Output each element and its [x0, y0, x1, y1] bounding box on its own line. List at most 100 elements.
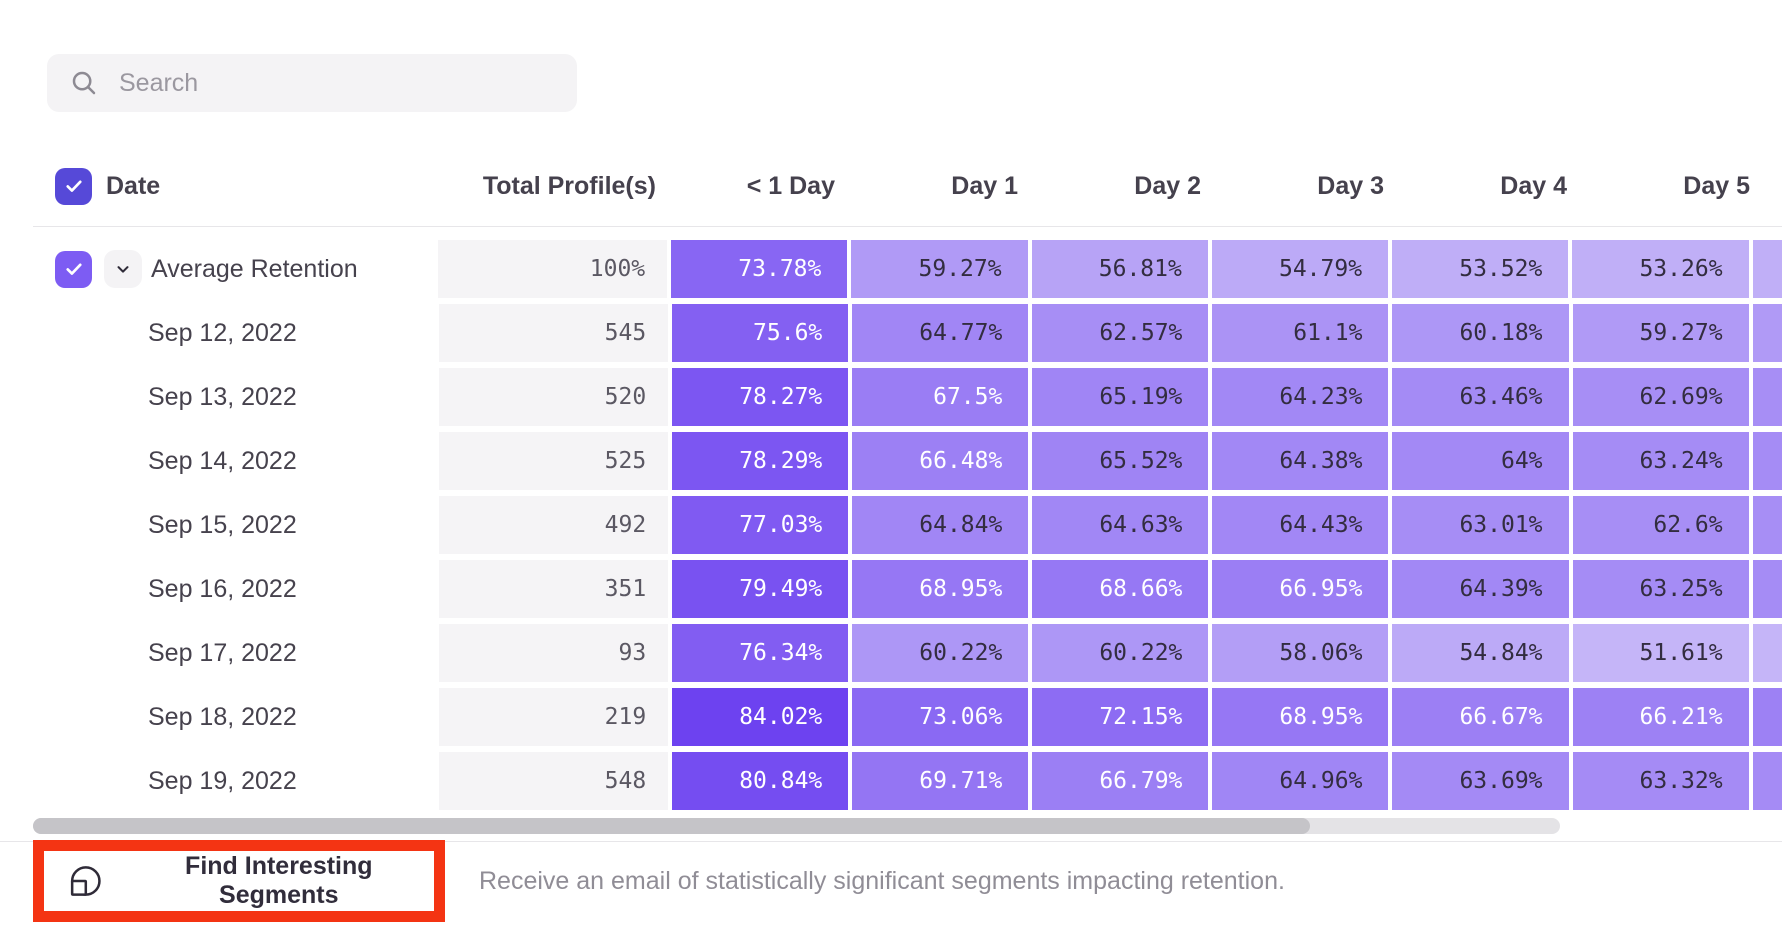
retention-cell[interactable]: 60.22% [852, 624, 1029, 682]
column-header-day: < 1 Day [746, 171, 835, 200]
day6-partial-cell [1752, 432, 1782, 490]
date-cell: Sep 19, 2022 [33, 752, 439, 810]
retention-cell[interactable]: 64% [1392, 432, 1569, 490]
retention-cell[interactable]: 67.5% [852, 368, 1029, 426]
row-label: Sep 12, 2022 [148, 318, 297, 347]
row-label: Sep 17, 2022 [148, 638, 297, 667]
table-row: Sep 17, 2022 93 76.34% 60.22% 60.22% 58.06% 54… [33, 624, 1782, 682]
retention-cell[interactable]: 63.25% [1572, 560, 1749, 618]
date-cell: Sep 13, 2022 [33, 368, 439, 426]
retention-cell[interactable]: 84.02% [672, 688, 849, 746]
search-icon [72, 71, 96, 95]
retention-cell[interactable]: 68.95% [852, 560, 1029, 618]
table-row: Sep 18, 2022 219 84.02% 73.06% 72.15% 68.95% 6… [33, 688, 1782, 746]
retention-cell[interactable]: 56.81% [1031, 240, 1208, 298]
retention-cell[interactable]: 66.21% [1572, 688, 1749, 746]
retention-cell[interactable]: 77.03% [672, 496, 849, 554]
retention-cell[interactable]: 64.43% [1212, 496, 1389, 554]
search-input[interactable] [117, 67, 555, 99]
column-header-day: Day 5 [1683, 171, 1750, 200]
retention-cell[interactable]: 54.79% [1211, 240, 1389, 298]
total-profiles-cell: 545 [439, 304, 669, 362]
total-profiles-cell: 520 [439, 368, 669, 426]
retention-cell[interactable]: 53.52% [1392, 240, 1569, 298]
retention-cell[interactable]: 64.39% [1392, 560, 1569, 618]
retention-cell[interactable]: 66.67% [1392, 688, 1569, 746]
total-profiles-cell: 219 [439, 688, 669, 746]
row-label: Sep 15, 2022 [148, 510, 297, 539]
retention-cell[interactable]: 63.01% [1392, 496, 1569, 554]
retention-cell[interactable]: 63.32% [1572, 752, 1749, 810]
expand-toggle-button[interactable] [104, 250, 142, 288]
retention-cell[interactable]: 63.46% [1392, 368, 1569, 426]
retention-cell[interactable]: 78.27% [672, 368, 849, 426]
retention-cell[interactable]: 78.29% [672, 432, 849, 490]
retention-cell[interactable]: 69.71% [852, 752, 1029, 810]
retention-cell[interactable]: 66.95% [1212, 560, 1389, 618]
footer-description: Receive an email of statistically signif… [479, 866, 1285, 895]
retention-cell[interactable]: 62.6% [1572, 496, 1749, 554]
retention-cell[interactable]: 66.79% [1032, 752, 1209, 810]
retention-cell[interactable]: 63.24% [1572, 432, 1749, 490]
day6-partial-cell [1752, 688, 1782, 746]
date-cell: Sep 18, 2022 [33, 688, 439, 746]
retention-cell[interactable]: 76.34% [672, 624, 849, 682]
day6-partial-cell [1752, 368, 1782, 426]
footer-divider [0, 841, 1782, 842]
column-header-day: Day 1 [951, 171, 1018, 200]
retention-cell[interactable]: 64.63% [1032, 496, 1209, 554]
retention-cell[interactable]: 54.84% [1392, 624, 1569, 682]
retention-cell[interactable]: 65.19% [1032, 368, 1209, 426]
retention-cell[interactable]: 73.78% [671, 240, 848, 298]
retention-cell[interactable]: 64.77% [852, 304, 1029, 362]
day6-partial-cell [1752, 752, 1782, 810]
search-bar [47, 54, 577, 112]
total-profiles-cell: 351 [439, 560, 669, 618]
retention-cell[interactable]: 61.1% [1212, 304, 1389, 362]
select-all-checkbox[interactable] [55, 167, 92, 205]
average-row-checkbox[interactable] [55, 250, 92, 288]
retention-cell[interactable]: 60.22% [1032, 624, 1209, 682]
find-interesting-segments-button[interactable]: Find Interesting Segments [68, 852, 434, 910]
retention-cell[interactable]: 79.49% [672, 560, 849, 618]
retention-cell[interactable]: 64.84% [852, 496, 1029, 554]
table-row: Sep 19, 2022 548 80.84% 69.71% 66.79% 64.96% 6… [33, 752, 1782, 810]
retention-cell[interactable]: 58.06% [1212, 624, 1389, 682]
check-icon [65, 180, 82, 192]
retention-cell[interactable]: 64.96% [1212, 752, 1389, 810]
retention-cell[interactable]: 68.95% [1212, 688, 1389, 746]
retention-cell[interactable]: 62.57% [1032, 304, 1209, 362]
retention-cell[interactable]: 64.38% [1212, 432, 1389, 490]
retention-cell[interactable]: 53.26% [1572, 240, 1749, 298]
retention-cell[interactable]: 73.06% [852, 688, 1029, 746]
table-row: Sep 16, 2022 351 79.49% 68.95% 68.66% 66.95% 6… [33, 560, 1782, 618]
find-interesting-segments-label: Find Interesting Segments [185, 852, 373, 909]
retention-cell[interactable]: 64.23% [1212, 368, 1389, 426]
check-icon [65, 263, 82, 275]
average-retention-row: Average Retention 100% 73.78% 59.27% 56.81% 5… [33, 240, 1782, 298]
retention-cell[interactable]: 66.48% [852, 432, 1029, 490]
date-cell: Sep 14, 2022 [33, 432, 439, 490]
retention-cell[interactable]: 68.66% [1032, 560, 1209, 618]
table-row: Sep 12, 2022 545 75.6% 64.77% 62.57% 61.1% 60.… [33, 304, 1782, 362]
row-label: Sep 19, 2022 [148, 766, 297, 795]
column-header-day: Day 3 [1317, 171, 1384, 200]
total-profiles-cell: 548 [439, 752, 669, 810]
date-cell: Sep 12, 2022 [33, 304, 439, 362]
retention-cell[interactable]: 63.69% [1392, 752, 1569, 810]
chevron-down-icon [117, 266, 129, 273]
date-cell: Sep 16, 2022 [33, 560, 439, 618]
retention-cell[interactable]: 62.69% [1572, 368, 1749, 426]
retention-cell[interactable]: 51.61% [1572, 624, 1749, 682]
retention-cell[interactable]: 80.84% [672, 752, 849, 810]
retention-cell[interactable]: 60.18% [1392, 304, 1569, 362]
scrollbar-thumb[interactable] [33, 818, 1310, 834]
retention-cell[interactable]: 59.27% [1572, 304, 1749, 362]
retention-cell[interactable]: 59.27% [851, 240, 1028, 298]
header-divider [33, 226, 1782, 227]
retention-cell[interactable]: 75.6% [672, 304, 849, 362]
horizontal-scrollbar[interactable] [33, 818, 1560, 834]
retention-cell[interactable]: 65.52% [1032, 432, 1209, 490]
retention-cell[interactable]: 72.15% [1032, 688, 1209, 746]
row-label: Average Retention [151, 254, 358, 283]
